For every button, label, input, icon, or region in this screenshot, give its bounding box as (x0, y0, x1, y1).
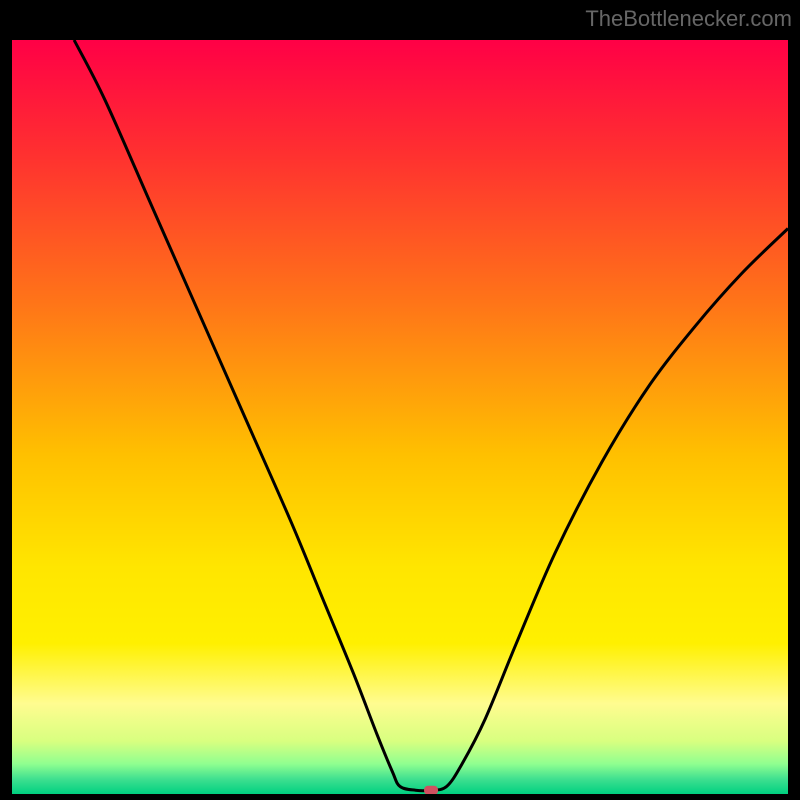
optimal-marker (424, 786, 438, 794)
watermark-text: TheBottlenecker.com (585, 6, 792, 32)
bottleneck-chart (12, 40, 788, 794)
chart-svg (12, 40, 788, 794)
